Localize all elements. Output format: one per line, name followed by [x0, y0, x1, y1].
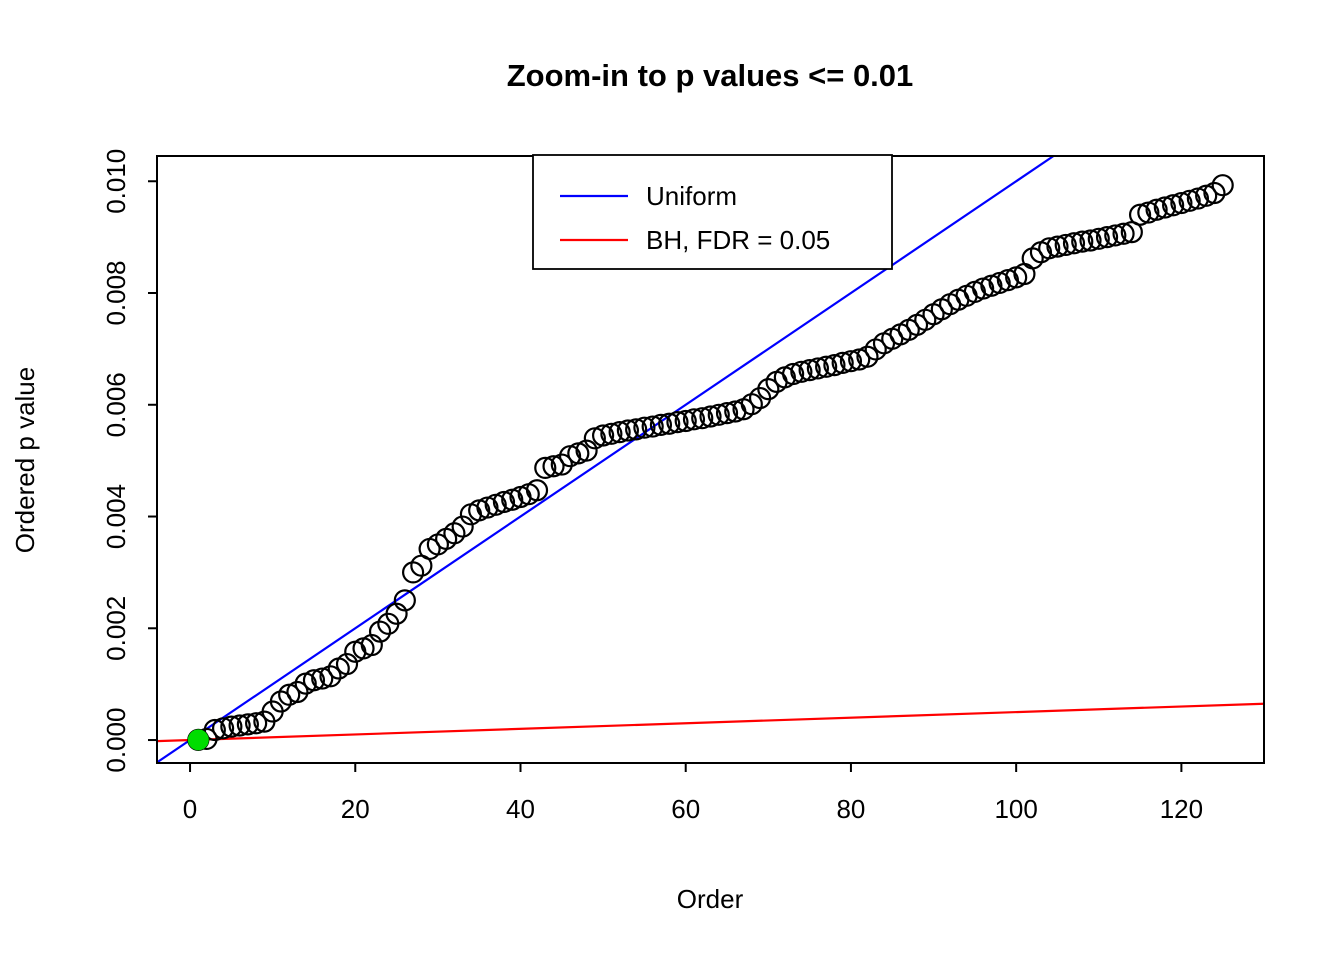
data-point	[1095, 226, 1119, 249]
data-point	[831, 351, 854, 374]
legend-label-uniform: Uniform	[646, 181, 737, 211]
data-point	[319, 665, 342, 688]
plot-area: 0 20 40 60 80 100 120 0.000 0.002 0.004 0.006 0.008…	[101, 149, 1265, 824]
data-point	[1079, 229, 1102, 252]
data-point	[245, 712, 268, 735]
data-point	[616, 419, 639, 442]
data-point	[302, 669, 326, 692]
x-tick-label: 60	[671, 794, 700, 824]
data-point	[649, 413, 673, 436]
data-point	[1211, 174, 1234, 197]
data-point	[592, 424, 615, 447]
data-point	[1178, 189, 1201, 212]
y-tick-label: 0.010	[101, 149, 131, 214]
data-point	[782, 362, 805, 386]
data-point	[220, 715, 243, 738]
x-tick-label: 120	[1160, 794, 1203, 824]
bh-threshold-line	[156, 702, 1265, 743]
data-point	[1145, 198, 1168, 221]
data-point	[1038, 237, 1061, 260]
data-point	[856, 345, 879, 368]
data-point	[823, 353, 846, 377]
data-point	[839, 350, 863, 373]
data-point	[707, 403, 730, 426]
y-tick-label: 0.002	[101, 596, 131, 661]
data-point	[798, 359, 821, 382]
data-point	[691, 407, 714, 430]
data-point	[600, 422, 623, 445]
legend-box	[532, 154, 893, 270]
significant-point	[187, 729, 209, 751]
x-tick-label: 20	[341, 794, 370, 824]
data-point	[286, 680, 309, 704]
data-point	[1128, 203, 1152, 226]
y-tick-label: 0.000	[101, 707, 131, 772]
data-point	[815, 355, 838, 378]
y-axis-label: Ordered p value	[10, 367, 40, 553]
x-axis-label: Order	[677, 884, 744, 914]
x-tick-label: 100	[994, 794, 1037, 824]
data-point	[492, 490, 516, 514]
data-point	[715, 402, 739, 425]
data-point	[682, 408, 706, 431]
data-point	[368, 620, 392, 643]
data-point	[633, 416, 656, 439]
data-point	[790, 360, 813, 383]
data-point	[757, 378, 780, 401]
data-point	[658, 412, 681, 435]
data-point	[608, 421, 631, 444]
data-point	[641, 415, 664, 438]
x-tick-label: 80	[836, 794, 865, 824]
data-point	[236, 713, 259, 736]
data-point	[534, 456, 557, 480]
data-point	[335, 652, 359, 676]
y-tick-label: 0.008	[101, 260, 131, 325]
y-tick-label: 0.004	[101, 484, 131, 549]
data-point	[1153, 196, 1176, 219]
data-point	[674, 409, 697, 433]
data-point	[1112, 222, 1135, 245]
x-tick-label: 0	[183, 794, 197, 824]
data-point	[443, 522, 466, 545]
data-point	[1087, 227, 1110, 250]
data-point	[806, 357, 829, 380]
data-point	[575, 439, 598, 462]
data-point	[228, 714, 251, 737]
data-point	[1062, 232, 1086, 255]
data-point	[1162, 194, 1185, 217]
data-point	[1170, 191, 1193, 215]
x-tick-label: 40	[506, 794, 535, 824]
data-point	[1054, 233, 1077, 257]
data-point	[401, 561, 425, 584]
uniform-reference-line	[156, 155, 1055, 764]
data-point	[451, 515, 474, 538]
data-point	[211, 717, 235, 740]
chart-title: Zoom-in to p values <= 0.01	[507, 58, 914, 93]
data-point	[203, 718, 226, 742]
data-point	[1046, 235, 1069, 258]
data-point	[1203, 181, 1226, 205]
data-point	[1071, 230, 1094, 253]
data-point	[269, 690, 293, 713]
legend-label-bh: BH, FDR = 0.05	[646, 225, 830, 255]
data-point	[1104, 224, 1127, 247]
data-point	[625, 418, 648, 441]
data-point	[550, 453, 573, 476]
data-point	[393, 589, 416, 612]
data-point	[525, 479, 549, 502]
data-point	[666, 410, 689, 434]
data-point	[542, 455, 565, 478]
y-tick-label: 0.006	[101, 372, 131, 437]
data-point	[311, 667, 334, 690]
data-point	[699, 405, 722, 428]
